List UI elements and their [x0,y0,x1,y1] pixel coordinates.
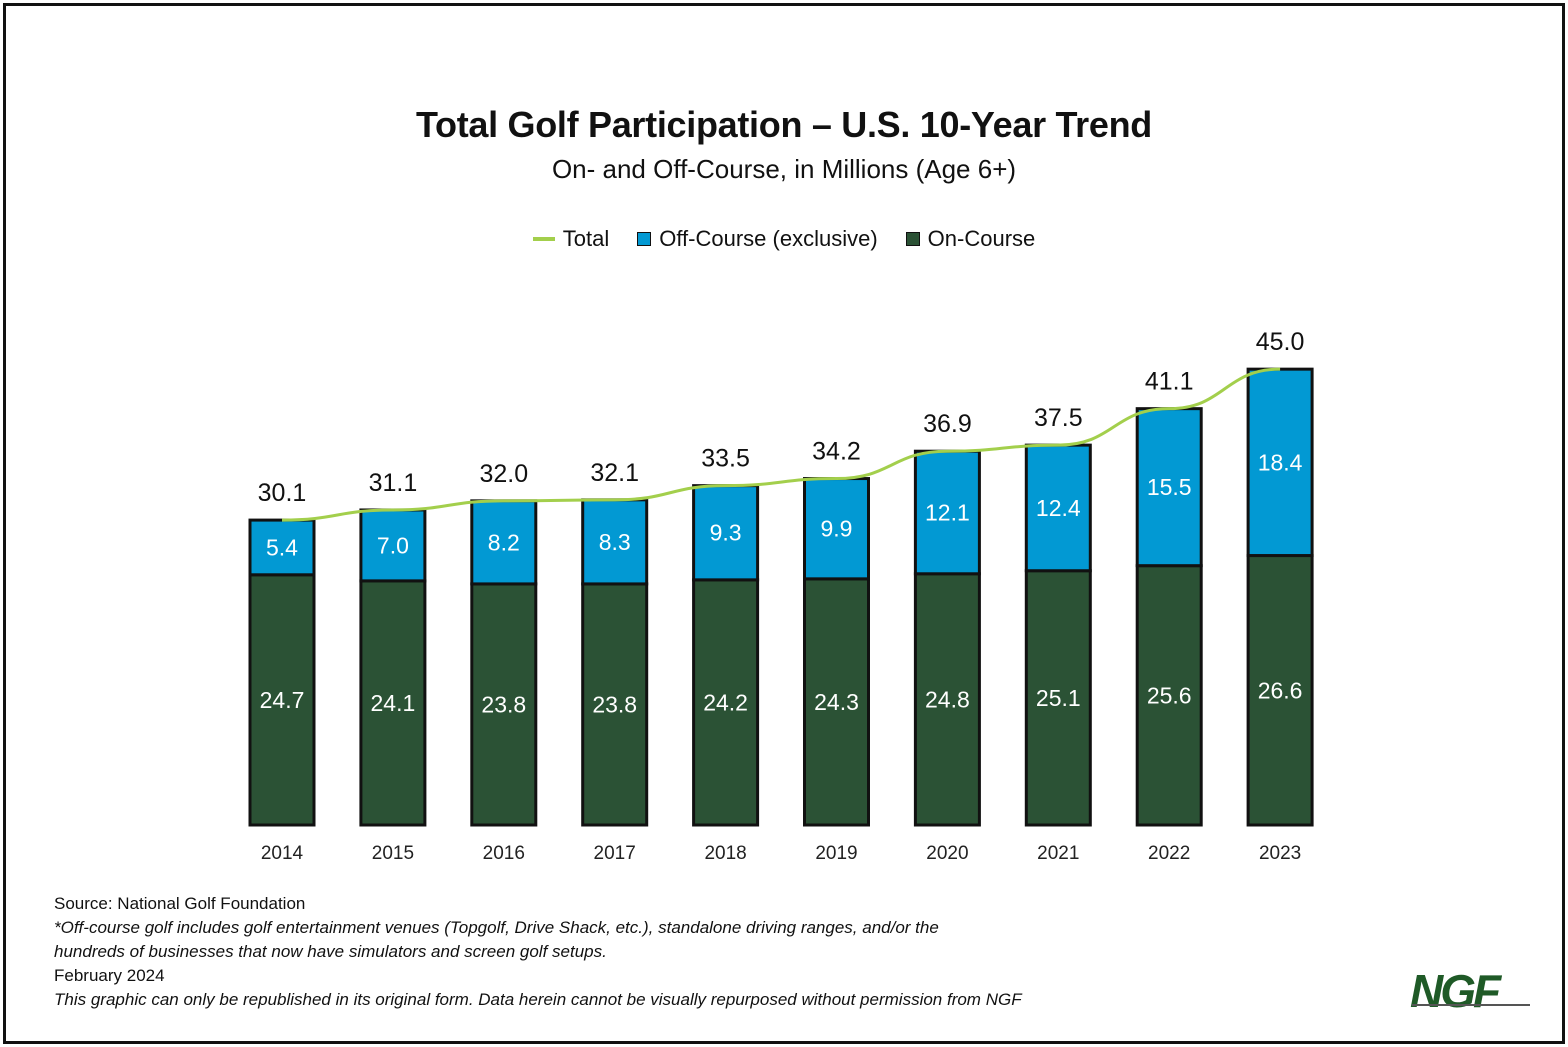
bar-off-course [1024,443,1092,573]
legend-item-off-course: Off-Course (exclusive) [637,226,878,252]
bar-off-course [359,508,427,583]
on-course-value-label: 25.6 [1147,682,1192,708]
legend-item-on-course: On-Course [905,226,1036,252]
bar-on-course [1135,564,1203,827]
bar-off-course [581,498,649,586]
source-text: Source: National Golf Foundation [54,894,306,913]
total-value-label: 37.5 [1034,404,1083,432]
bar-on-course [248,573,316,827]
off-course-value-label: 8.2 [488,529,520,555]
on-course-value-label: 26.6 [1258,677,1303,703]
bar-off-course [248,518,316,577]
on-course-value-label: 25.1 [1036,685,1081,711]
total-trend-line [281,367,1281,522]
bar-on-course [913,572,981,827]
legend-label: Total [562,226,610,251]
total-value-label: 31.1 [369,469,418,497]
on-course-value-label: 24.7 [260,687,305,713]
x-tick-label: 2019 [815,843,857,864]
x-tick-label: 2014 [261,843,304,864]
total-value-label: 33.5 [701,445,750,473]
off-course-value-label: 12.1 [925,499,970,525]
total-value-label: 32.0 [479,460,528,488]
page-frame [3,3,1565,1044]
total-value-label: 30.1 [258,479,307,507]
x-tick-label: 2018 [704,843,746,864]
off-course-value-label: 12.4 [1036,495,1081,521]
total-value-label: 34.2 [812,438,861,466]
bar-off-course [1135,407,1203,568]
off-course-value-label: 7.0 [377,532,409,558]
off-course-value-label: 18.4 [1258,449,1303,475]
off-course-value-label: 9.3 [710,520,742,546]
x-tick-label: 2020 [926,843,968,864]
legend-label: Off-Course (exclusive) [659,226,878,251]
bar-off-course [803,477,870,581]
on-course-value-label: 23.8 [592,691,637,717]
bar-on-course [470,582,538,827]
disclaimer-text: This graphic can only be republished in … [54,990,1022,1009]
ngf-logo: NGF [1410,968,1534,1016]
footer: Source: National Golf Foundation *Off-co… [54,892,1022,1012]
date-text: February 2024 [54,966,165,985]
off-course-value-label: 8.3 [599,529,631,555]
bar-on-course [803,577,870,827]
on-course-value-label: 24.3 [814,689,859,715]
on-course-value-label: 24.1 [371,690,416,716]
footnote-line-1: *Off-course golf includes golf entertain… [54,918,939,937]
legend-square-swatch [637,232,652,246]
total-value-label: 36.9 [923,410,972,438]
on-course-value-label: 24.2 [703,689,748,715]
bar-on-course [581,582,649,827]
bar-on-course [359,579,427,827]
logo-text: NGF [1410,965,1501,1017]
on-course-value-label: 23.8 [481,691,526,717]
bar-off-course [470,499,538,586]
total-value-label: 45.0 [1256,328,1305,356]
legend: Total Off-Course (exclusive) On-Course [0,226,1568,252]
legend-square-swatch [905,232,920,246]
footnote-line-2: hundreds of businesses that now have sim… [54,942,607,961]
chart-subtitle: On- and Off-Course, in Millions (Age 6+) [551,154,1017,184]
off-course-value-label: 15.5 [1147,474,1192,500]
legend-label: On-Course [927,226,1036,251]
bar-on-course [1024,569,1092,827]
x-tick-label: 2016 [483,843,525,864]
on-course-value-label: 24.8 [925,686,970,712]
bar-off-course [913,449,981,576]
x-tick-label: 2015 [372,843,414,864]
x-tick-label: 2021 [1037,843,1079,864]
legend-item-total: Total [532,226,610,252]
legend-line-swatch [532,237,555,241]
x-tick-label: 2017 [594,843,636,864]
x-tick-label: 2022 [1148,843,1190,864]
total-value-label: 41.1 [1145,368,1194,396]
off-course-value-label: 5.4 [266,534,298,560]
chart-title: Total Golf Participation – U.S. 10-Year … [415,104,1152,145]
logo-underline [1412,1004,1530,1006]
x-tick-label: 2023 [1259,843,1301,864]
total-value-label: 32.1 [590,459,639,487]
off-course-value-label: 9.9 [821,516,853,542]
